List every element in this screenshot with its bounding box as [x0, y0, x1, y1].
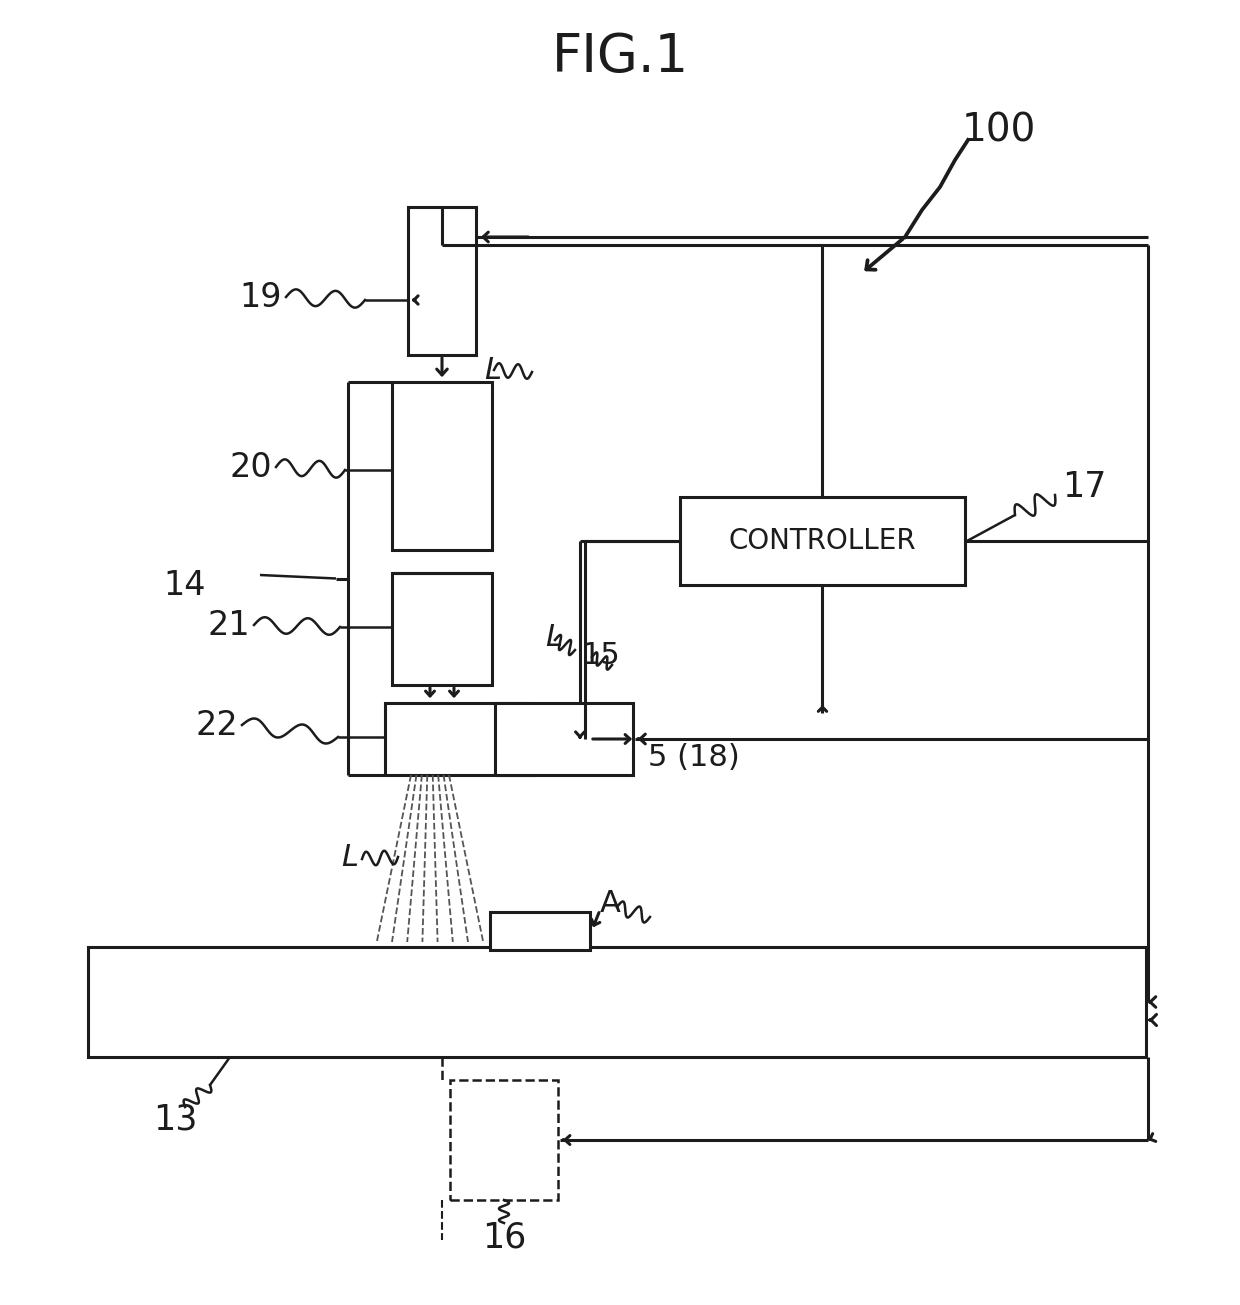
Text: 15: 15: [582, 641, 621, 669]
Bar: [490, 912, 590, 950]
Bar: [680, 497, 965, 585]
Bar: [495, 703, 632, 775]
Bar: [450, 1081, 558, 1201]
Text: L: L: [546, 622, 562, 651]
Text: CONTROLLER: CONTROLLER: [729, 527, 916, 555]
Text: L: L: [484, 355, 501, 385]
Bar: [384, 703, 533, 775]
Bar: [408, 207, 476, 355]
Text: 16: 16: [482, 1220, 526, 1254]
Bar: [392, 382, 492, 549]
Text: A: A: [600, 889, 621, 917]
Bar: [88, 947, 1146, 1057]
Text: 5 (18): 5 (18): [649, 743, 740, 771]
Text: 100: 100: [962, 111, 1037, 149]
Text: 21: 21: [207, 608, 250, 642]
Text: 17: 17: [1061, 470, 1106, 504]
Text: L: L: [341, 843, 358, 872]
Text: 14: 14: [164, 569, 206, 602]
Text: 13: 13: [153, 1103, 197, 1137]
Text: 19: 19: [239, 281, 281, 313]
Text: 22: 22: [195, 709, 238, 741]
Text: 20: 20: [229, 450, 272, 483]
Bar: [392, 573, 492, 685]
Text: FIG.1: FIG.1: [552, 31, 688, 84]
